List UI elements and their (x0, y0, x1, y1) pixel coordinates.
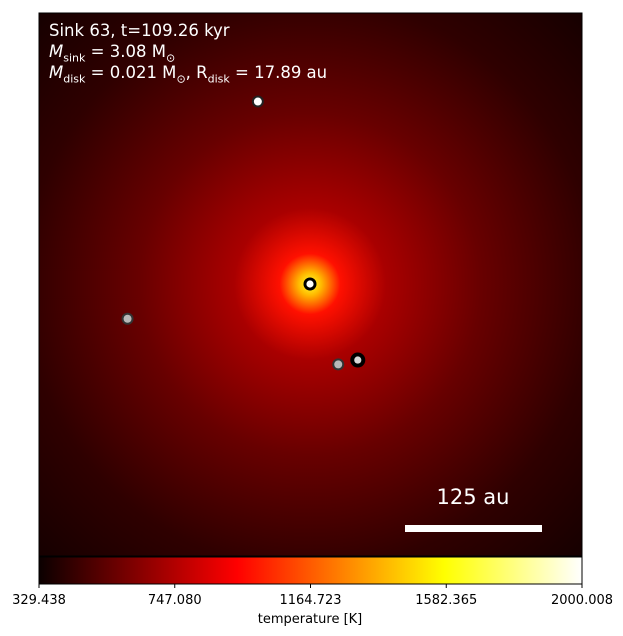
sink-mass-sun-symbol: ⊙ (165, 51, 176, 65)
sink-marker-top (251, 95, 264, 108)
annotation-sink-mass: Msink = 3.08 M⊙ (49, 42, 175, 64)
disk-mass-symbol: M (49, 63, 64, 82)
scale-bar-label: 125 au (437, 485, 510, 509)
disk-mass-subscript: disk (63, 72, 86, 86)
disk-radius-value: = 17.89 au (229, 63, 328, 82)
heatmap-panel (38, 12, 583, 557)
disk-mass-value: = 0.021 M (85, 63, 177, 82)
colorbar-gradient (38, 556, 583, 585)
sink-mass-symbol: M (49, 42, 64, 61)
disk-mass-sun-symbol: ⊙ (176, 72, 186, 86)
sink-marker-central (303, 277, 317, 291)
colorbar-tick-label: 2000.008 (551, 593, 613, 608)
disk-radius-separator: , R (185, 63, 208, 82)
sink-markers (121, 95, 366, 371)
scale-bar: 125 au (405, 485, 542, 532)
colorbar-tick-label: 329.438 (12, 593, 66, 608)
sink-mass-subscript: sink (63, 51, 86, 65)
annotation-disk: Mdisk = 0.021 M⊙, Rdisk = 17.89 au (49, 63, 327, 85)
sink-marker-left (121, 312, 134, 325)
sink-mass-value: = 3.08 M (85, 42, 166, 61)
colorbar-tick-label: 747.080 (148, 593, 202, 608)
annotation-sink-time: Sink 63, t=109.26 kyr (49, 21, 230, 40)
scale-bar-line (405, 525, 542, 532)
colorbar-ticks: 329.438 747.080 1164.723 1582.365 2000.008 (12, 584, 613, 608)
colorbar-tick-label: 1164.723 (279, 593, 341, 608)
colorbar: 329.438 747.080 1164.723 1582.365 2000.008 t… (12, 556, 613, 627)
heatmap-frame (38, 12, 583, 557)
colorbar-tick-label: 1582.365 (415, 593, 477, 608)
sink-marker-bottom-right (350, 352, 366, 368)
disk-radius-subscript: disk (207, 72, 230, 86)
sink-marker-bottom-mid (332, 358, 345, 371)
colorbar-label: temperature [K] (258, 612, 363, 627)
